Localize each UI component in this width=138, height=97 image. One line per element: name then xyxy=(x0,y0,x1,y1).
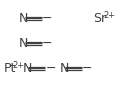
Text: −: − xyxy=(42,37,52,50)
Text: N: N xyxy=(19,12,28,25)
Text: Pt: Pt xyxy=(4,62,16,75)
Text: −: − xyxy=(45,62,56,75)
Text: −: − xyxy=(42,12,52,25)
Text: Sr: Sr xyxy=(93,12,106,25)
Text: N: N xyxy=(19,37,28,50)
Text: N: N xyxy=(22,62,32,75)
Text: −: − xyxy=(82,62,92,75)
Text: 2+: 2+ xyxy=(13,61,25,70)
Text: N: N xyxy=(59,62,69,75)
Text: 2+: 2+ xyxy=(104,11,116,20)
